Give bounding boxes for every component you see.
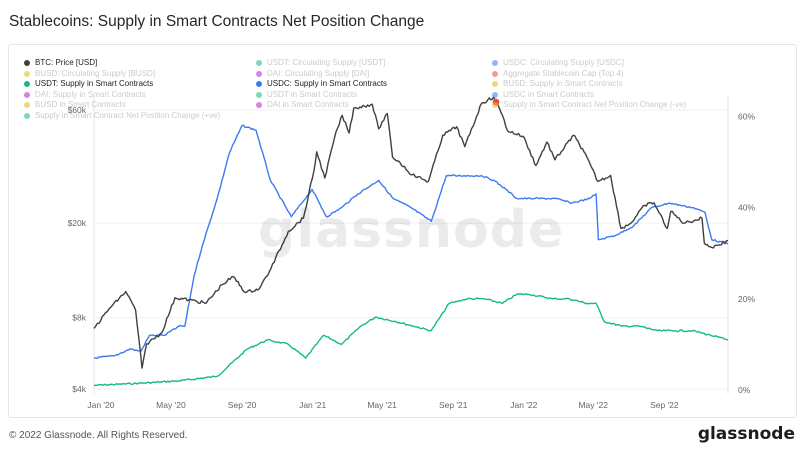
legend-swatch [24,112,30,119]
x-tick-label: May '20 [156,400,186,410]
y-left-tick-label: $8k [72,313,86,323]
legend-swatch [256,102,262,108]
legend-label: BUSD in Smart Contracts [35,100,126,109]
legend: BTC: Price [USD] USDT: Circulating Supply… [24,58,744,124]
legend-label: DAI in Smart Contracts [267,100,349,109]
series-line-2 [93,293,729,387]
legend-label: Supply in Smart Contract Net Position Ch… [35,110,221,120]
legend-item[interactable]: USDT: Circulating Supply [USDT] [256,58,385,68]
legend-item[interactable]: DAI: Circulating Supply [DAI] [256,69,369,79]
y-right-tick-label: 20% [738,294,755,304]
axes: Jan '20 May '20 Sep '20 Jan '21 May '21 Sep '… [68,105,756,410]
y-left-tick-label: $20k [68,218,87,228]
legend-label: Aggregate Stablecoin Cap (Top 4) [503,68,624,78]
legend-swatch [256,81,262,87]
x-tick-label: Jan '22 [510,400,537,410]
legend-item[interactable]: USDC in Smart Contracts [492,90,594,100]
legend-swatch [492,81,498,87]
legend-item[interactable]: DAI in Smart Contracts [256,100,349,110]
legend-label: DAI: Supply in Smart Contracts [35,89,146,99]
legend-label: USDC: Supply in Smart Contracts [267,79,388,88]
legend-item[interactable]: Supply in Smart Contract Net Position Ch… [492,100,686,110]
legend-swatch [492,102,498,108]
legend-swatch [24,70,30,77]
chart-title: Stablecoins: Supply in Smart Contracts N… [9,13,425,30]
x-tick-label: Jan '20 [87,400,114,410]
legend-label: BUSD: Circulating Supply [BUSD] [35,68,156,78]
legend-swatch [492,70,498,77]
legend-item[interactable]: USDC: Supply in Smart Contracts [256,79,387,89]
y-right-tick-label: 0% [738,385,751,395]
brand-logo: glassnode [697,424,795,444]
legend-item[interactable]: BUSD: Supply in Smart Contracts [492,79,623,89]
legend-label: BUSD: Supply in Smart Contracts [503,79,623,88]
legend-swatch [24,102,30,108]
legend-label: Supply in Smart Contract Net Position Ch… [503,100,687,109]
legend-item[interactable]: BUSD in Smart Contracts [24,100,126,110]
series-line-0 [93,96,729,369]
legend-label: USDC in Smart Contracts [503,89,595,99]
legend-label: USDT: Circulating Supply [USDT] [267,58,386,67]
legend-item[interactable]: BTC: Price [USD] [24,58,97,68]
copyright-footer: © 2022 Glassnode. All Rights Reserved. [9,430,188,441]
x-tick-label: Sep '21 [439,400,468,410]
legend-label: USDT: Supply in Smart Contracts [35,79,154,88]
legend-item[interactable]: DAI: Supply in Smart Contracts [24,90,146,100]
y-left-tick-label: $60k [68,105,87,115]
legend-swatch [24,81,30,87]
x-tick-label: Jan '21 [299,400,326,410]
legend-swatch [492,91,498,98]
legend-swatch [24,60,30,66]
chart-frame [8,44,797,418]
legend-swatch [256,60,262,66]
legend-item[interactable]: USDT in Smart Contracts [256,90,357,100]
legend-swatch [256,91,262,98]
y-left-tick-label: $4k [72,384,86,394]
legend-swatch [256,70,262,77]
legend-label: BTC: Price [USD] [35,58,98,67]
x-tick-label: Sep '20 [228,400,257,410]
y-right-tick-label: 40% [738,203,755,213]
x-tick-label: Sep '22 [650,400,679,410]
y-right-tick-label: 60% [738,111,755,121]
legend-item[interactable]: BUSD: Circulating Supply [BUSD] [24,69,155,79]
series-line-1 [93,124,729,360]
series-layer [93,96,729,387]
legend-item[interactable]: USDC: Circulating Supply [USDC] [492,58,624,68]
legend-swatch [24,91,30,98]
legend-item[interactable]: USDT: Supply in Smart Contracts [24,79,153,89]
legend-label: USDC: Circulating Supply [USDC] [503,58,624,67]
legend-swatch [492,60,498,66]
legend-label: DAI: Circulating Supply [DAI] [267,68,370,78]
gridlines [94,109,728,390]
legend-label: USDT in Smart Contracts [267,89,358,99]
legend-item[interactable]: Supply in Smart Contract Net Position Ch… [24,111,220,121]
legend-item[interactable]: Aggregate Stablecoin Cap (Top 4) [492,69,624,79]
x-tick-label: May '21 [367,400,397,410]
x-tick-label: May '22 [578,400,608,410]
